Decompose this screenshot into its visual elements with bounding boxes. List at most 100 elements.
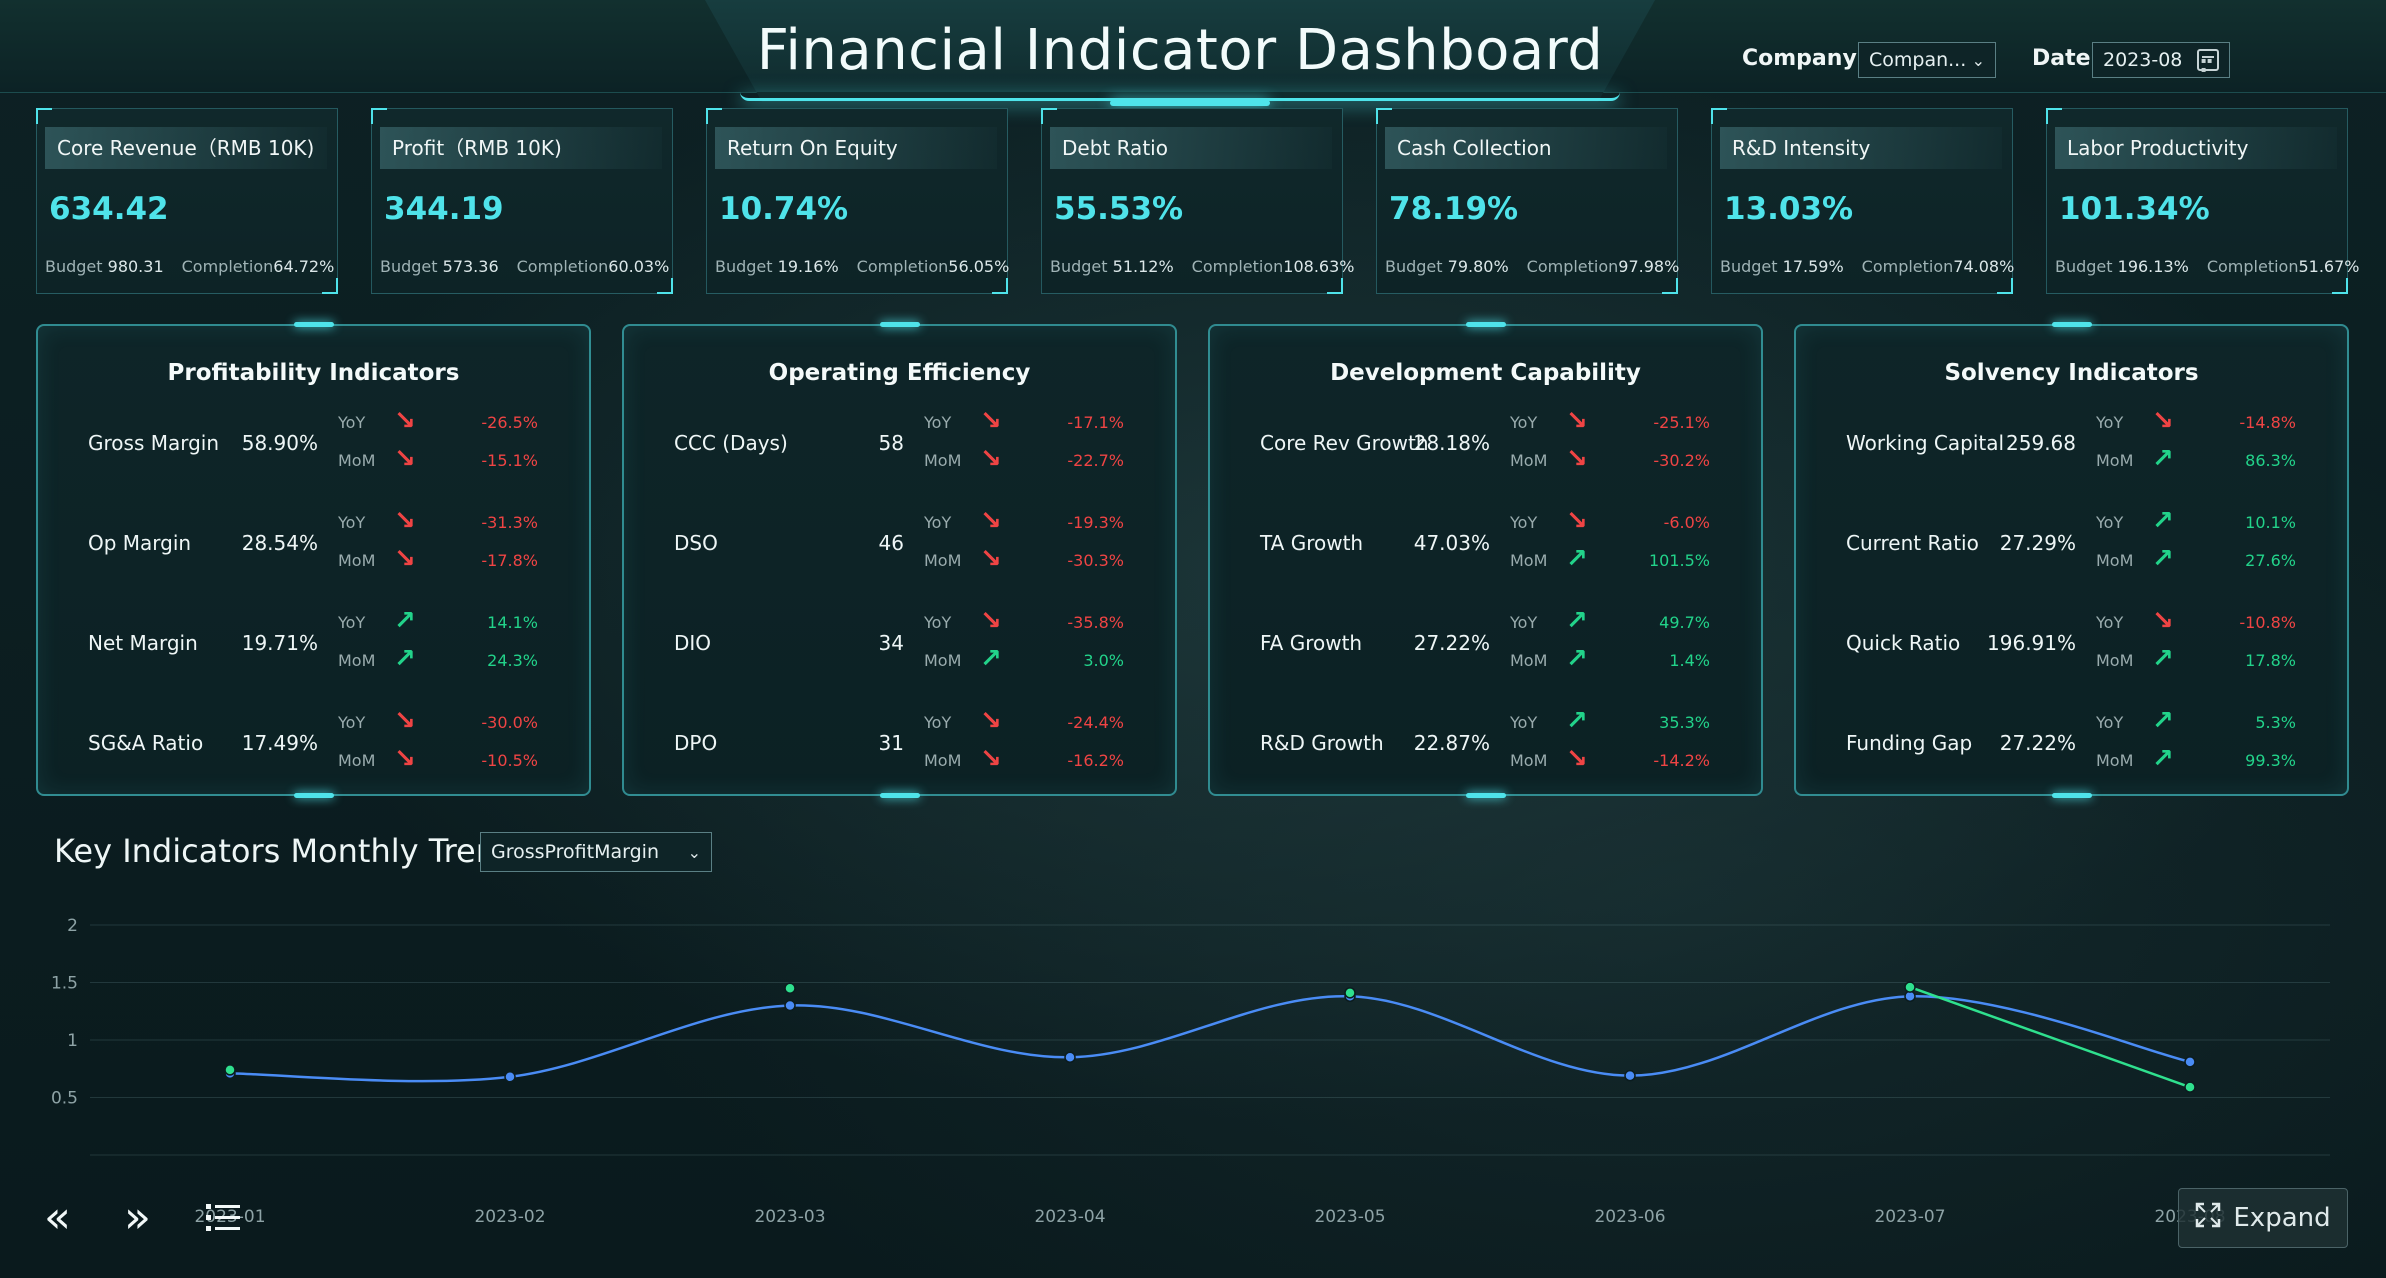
mom-row: MoM ↘ -16.2% [924, 746, 1164, 774]
x-tick-label: 2023-04 [1034, 1207, 1105, 1227]
yoy-change: -17.1% [1067, 413, 1124, 432]
calendar-icon[interactable] [2197, 49, 2219, 74]
yoy-change: 14.1% [487, 613, 538, 632]
kpi-title: Labor Productivity [2055, 127, 2337, 169]
list-icon[interactable] [206, 1198, 240, 1242]
kpi-title: Debt Ratio [1050, 127, 1332, 169]
company-select[interactable]: Compan... ⌄ [1858, 42, 1996, 78]
mom-label: MoM [2096, 551, 2134, 570]
mom-change: -17.8% [481, 551, 538, 570]
metric-value: 31 [878, 731, 904, 755]
yoy-label: YoY [2096, 513, 2124, 532]
mom-change: 101.5% [1648, 551, 1710, 570]
mom-row: MoM ↗ 99.3% [2096, 744, 2336, 774]
mom-change: 1.4% [1669, 651, 1710, 670]
trend-down-icon: ↘ [1566, 506, 1588, 536]
mom-change: 17.8% [2245, 651, 2296, 670]
mom-label: MoM [1510, 751, 1548, 770]
metric-row: TA Growth 47.03% YoY ↘ -6.0% MoM ↗ 101.5% [1210, 508, 1761, 588]
kpi-value: 634.42 [49, 191, 169, 227]
kpi-completion-label: Completion [1861, 257, 1954, 276]
mom-row: MoM ↘ -30.2% [1510, 444, 1750, 474]
metric-name: DPO [674, 731, 718, 755]
kpi-completion-label: Completion [856, 257, 949, 276]
expand-button[interactable]: Expand [2178, 1188, 2348, 1248]
yoy-change: -19.3% [1067, 513, 1124, 532]
mom-change: 27.6% [2245, 551, 2296, 570]
yoy-row: YoY ↘ -31.3% [338, 508, 578, 536]
kpi-budget-label: Budget [45, 257, 103, 276]
yoy-row: YoY ↘ -25.1% [1510, 408, 1750, 436]
panel-accent-bottom [1465, 793, 1506, 798]
metric-value: 47.03% [1413, 531, 1490, 555]
company-select-value: Compan... [1869, 49, 1967, 71]
kpi-card: Labor Productivity 101.34% Budget 196.13% C… [2046, 108, 2359, 294]
metric-name: Net Margin [88, 631, 198, 655]
mom-change: -30.3% [1067, 551, 1124, 570]
trend-down-icon: ↘ [980, 444, 1002, 474]
kpi-value: 13.03% [1724, 191, 1854, 227]
metric-value: 46 [878, 531, 904, 555]
yoy-label: YoY [1510, 713, 1538, 732]
yoy-change: -14.8% [2239, 413, 2296, 432]
yoy-change: -31.3% [481, 513, 538, 532]
trend-down-icon: ↘ [980, 506, 1002, 536]
mom-change: -15.1% [481, 451, 538, 470]
mom-row: MoM ↘ -10.5% [338, 746, 578, 774]
date-picker[interactable]: 2023-08 [2092, 42, 2230, 78]
y-tick-label: 1 [67, 1031, 78, 1051]
kpi-completion-value: 108.63% [1283, 257, 1355, 276]
data-point [504, 1071, 516, 1083]
mom-label: MoM [2096, 651, 2134, 670]
metric-name: Quick Ratio [1846, 631, 1961, 655]
kpi-footer: Budget 19.16% Completion56.05% [715, 257, 1009, 276]
mom-row: MoM ↗ 86.3% [2096, 446, 2336, 474]
title-plate-edge [740, 92, 1620, 101]
double-chevron-left-icon[interactable]: « [44, 1192, 71, 1243]
trend-up-icon: ↗ [394, 644, 416, 674]
metric-name: Working Capital [1846, 431, 2005, 455]
date-label: Date [2032, 46, 2091, 71]
kpi-card: R&D Intensity 13.03% Budget 17.59% Completi… [1711, 108, 2014, 294]
mom-row: MoM ↗ 24.3% [338, 644, 578, 674]
kpi-value: 78.19% [1389, 191, 1519, 227]
yoy-change: -10.8% [2239, 613, 2296, 632]
x-tick-label: 2023-06 [1594, 1207, 1665, 1227]
kpi-budget-value: 51.12% [1112, 257, 1174, 276]
trend-up-icon: ↗ [2152, 506, 2174, 536]
yoy-row: YoY ↗ 49.7% [1510, 608, 1750, 636]
trend-up-icon: ↗ [2152, 744, 2174, 774]
indicator-panel: Development Capability Core Rev Growth 28.… [1208, 322, 1763, 798]
metric-row: Gross Margin 58.90% YoY ↘ -26.5% MoM ↘ -15.1% [38, 408, 589, 488]
metric-row: R&D Growth 22.87% YoY ↗ 35.3% MoM ↘ -14.2% [1210, 708, 1761, 788]
trend-up-icon: ↗ [1566, 706, 1588, 736]
yoy-label: YoY [338, 613, 366, 632]
metric-name: SG&A Ratio [88, 731, 204, 755]
double-chevron-right-icon[interactable]: » [124, 1192, 151, 1243]
yoy-row: YoY ↘ -19.3% [924, 506, 1164, 536]
metric-value: 34 [878, 631, 904, 655]
kpi-budget-label: Budget [715, 257, 773, 276]
metric-row: DPO 31 YoY ↘ -24.4% MoM ↘ -16.2% [624, 708, 1175, 788]
metric-row: FA Growth 27.22% YoY ↗ 49.7% MoM ↗ 1.4% [1210, 608, 1761, 688]
data-point [1904, 981, 1916, 993]
yoy-change: -35.8% [1067, 613, 1124, 632]
metric-value: 259.68 [2006, 431, 2076, 455]
metric-row: Funding Gap 27.22% YoY ↗ 5.3% MoM ↗ 99.3% [1796, 708, 2347, 788]
series-line [1909, 985, 2191, 1089]
metric-select[interactable]: GrossProfitMargin ⌄ [480, 832, 712, 872]
trend-down-icon: ↘ [1566, 444, 1588, 474]
metric-row: SG&A Ratio 17.49% YoY ↘ -30.0% MoM ↘ -10.5% [38, 708, 589, 788]
metric-value: 22.87% [1413, 731, 1490, 755]
mom-row: MoM ↘ -22.7% [924, 444, 1164, 474]
x-tick-label: 2023-02 [474, 1207, 545, 1227]
metric-name: DIO [674, 631, 712, 655]
panel-accent-top [1465, 322, 1506, 327]
mom-label: MoM [338, 551, 376, 570]
metric-row: CCC (Days) 58 YoY ↘ -17.1% MoM ↘ -22.7% [624, 408, 1175, 488]
yoy-change: 35.3% [1659, 713, 1710, 732]
kpi-title: Core Revenue（RMB 10K) [45, 127, 327, 169]
metric-value: 58 [878, 431, 904, 455]
mom-label: MoM [338, 751, 376, 770]
